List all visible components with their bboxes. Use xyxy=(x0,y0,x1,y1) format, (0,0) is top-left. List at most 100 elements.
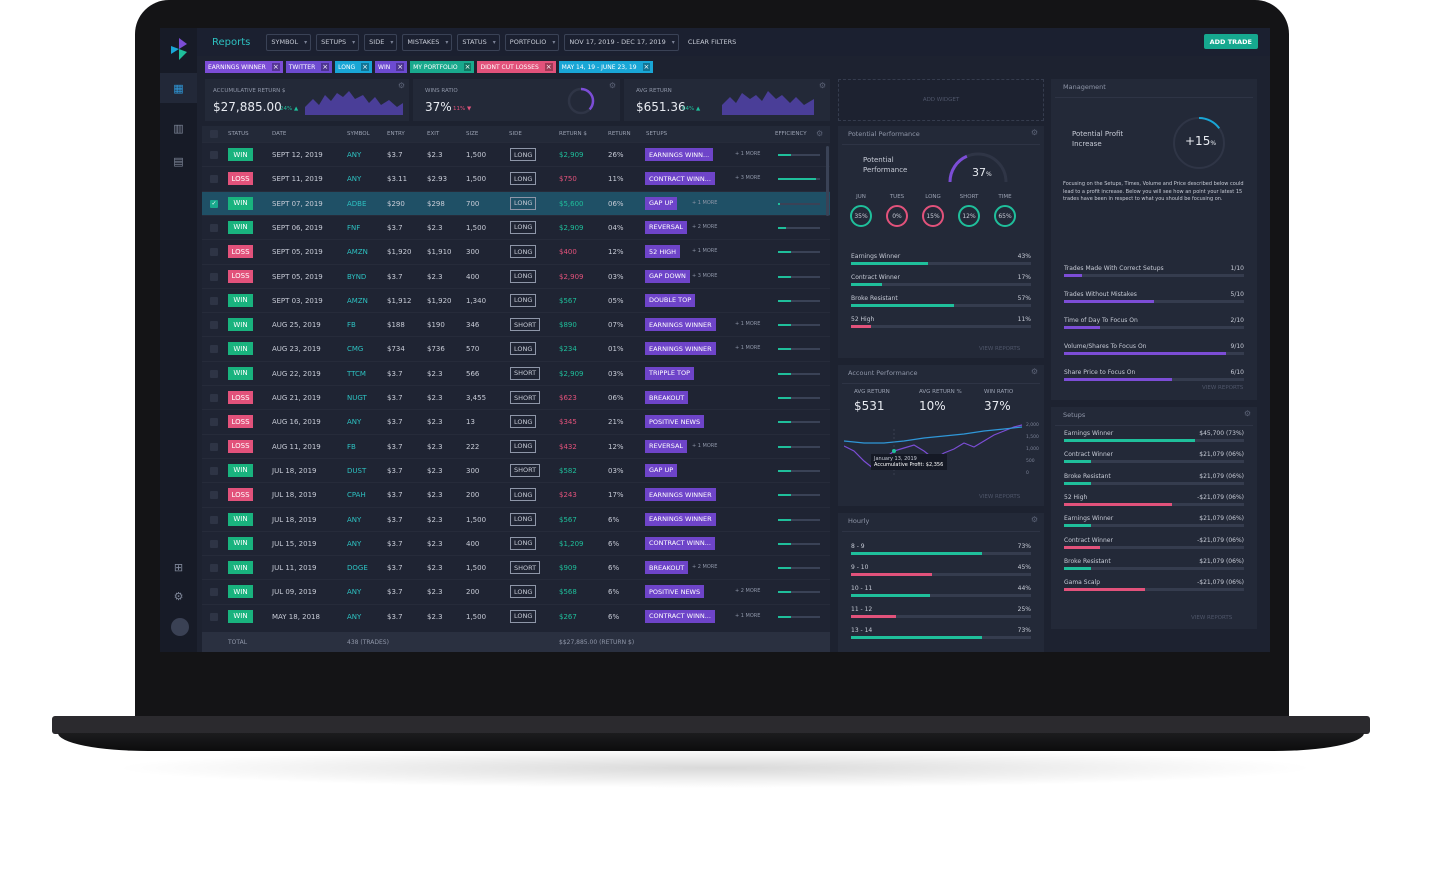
column-header[interactable]: SIZE xyxy=(466,131,479,137)
filter-dropdown[interactable]: SETUPS xyxy=(316,33,360,51)
more-setups-link[interactable]: + 2 MORE xyxy=(735,588,761,595)
row-checkbox[interactable] xyxy=(210,321,218,330)
table-row[interactable]: WIN AUG 22, 2019 TTCM $3.7 $2.3 566 $2,909 03% S… xyxy=(202,360,830,385)
table-scrollbar[interactable] xyxy=(826,146,829,216)
view-reports-link[interactable]: VIEW REPORTS xyxy=(1202,385,1244,391)
row-checkbox[interactable] xyxy=(210,248,218,257)
row-checkbox[interactable] xyxy=(210,588,218,597)
row-checkbox[interactable] xyxy=(210,466,218,475)
filter-dropdown[interactable]: SYMBOL xyxy=(266,33,312,51)
column-header[interactable]: EXIT xyxy=(427,131,440,137)
close-icon[interactable]: × xyxy=(544,63,553,71)
close-icon[interactable]: × xyxy=(396,63,405,71)
setup-tag[interactable]: DOUBLE TOP xyxy=(645,293,696,307)
gear-icon[interactable]: ⚙ xyxy=(816,129,824,138)
row-checkbox[interactable] xyxy=(210,564,218,573)
table-row[interactable]: WIN MAY 18, 2018 ANY $3.7 $2.3 1,500 $267 6% LON… xyxy=(202,603,830,628)
more-setups-link[interactable]: + 1 MORE xyxy=(692,248,718,255)
table-row[interactable]: WIN AUG 25, 2019 FB $188 $190 346 $890 07% SHORT… xyxy=(202,312,830,336)
more-setups-link[interactable]: + 1 MORE xyxy=(735,151,761,157)
setup-tag[interactable]: POSITIVE NEWS xyxy=(645,585,705,599)
table-row[interactable]: WIN JUL 18, 2019 DUST $3.7 $2.3 300 $582 03% SHO… xyxy=(202,457,830,482)
gear-icon[interactable]: ⚙ xyxy=(397,81,405,90)
setup-tag[interactable]: EARNINGS WINNER xyxy=(645,342,716,356)
column-header[interactable]: SETUPS xyxy=(646,131,668,137)
row-checkbox[interactable] xyxy=(210,345,218,354)
table-row[interactable]: LOSS SEPT 05, 2019 BYND $3.7 $2.3 400 $2,909 03… xyxy=(202,263,830,288)
row-checkbox[interactable] xyxy=(210,223,218,232)
setup-tag[interactable]: CONTRACT WINN... xyxy=(645,609,715,623)
close-icon[interactable]: × xyxy=(321,63,330,71)
setup-tag[interactable]: EARNINGS WINNER xyxy=(645,318,716,332)
table-row[interactable]: WIN AUG 23, 2019 CMG $734 $736 570 $234 01% LONG… xyxy=(202,336,830,360)
table-row[interactable]: LOSS SEPT 05, 2019 AMZN $1,920 $1,910 300 $400… xyxy=(202,239,830,263)
add-widget-icon[interactable]: ⊞ xyxy=(173,560,184,574)
row-checkbox[interactable] xyxy=(210,175,218,184)
chat-icon[interactable]: ▤ xyxy=(173,154,184,168)
column-header[interactable]: ENTRY xyxy=(387,131,405,137)
column-header[interactable]: RETURN xyxy=(608,131,631,137)
row-checkbox[interactable] xyxy=(210,515,218,524)
column-header[interactable]: STATUS xyxy=(228,131,249,137)
dashboard-icon[interactable]: ▦ xyxy=(160,73,197,103)
row-checkbox[interactable]: ✓ xyxy=(210,199,218,208)
table-row[interactable]: LOSS JUL 18, 2019 CPAH $3.7 $2.3 200 $243 17% LO… xyxy=(202,482,830,506)
gear-icon[interactable]: ⚙ xyxy=(1030,515,1038,524)
view-reports-link[interactable]: VIEW REPORTS xyxy=(979,346,1021,352)
table-row[interactable]: LOSS AUG 11, 2019 FB $3.7 $2.3 222 $432 12% LONG… xyxy=(202,433,830,458)
setup-tag[interactable]: CONTRACT WINN... xyxy=(645,536,715,550)
more-setups-link[interactable]: + 1 MORE xyxy=(735,612,761,619)
reports-icon[interactable]: ▥ xyxy=(173,121,184,135)
table-row[interactable]: WIN JUL 18, 2019 ANY $3.7 $2.3 1,500 $567 6% LON… xyxy=(202,506,830,531)
table-row[interactable]: WIN JUL 11, 2019 DOGE $3.7 $2.3 1,500 $909 6% SH… xyxy=(202,555,830,579)
filter-dropdown[interactable]: NOV 17, 2019 - DEC 17, 2019 xyxy=(564,33,679,51)
column-header[interactable]: DATE xyxy=(272,131,287,137)
setup-tag[interactable]: EARNINGS WINN... xyxy=(645,148,714,161)
filter-dropdown[interactable]: STATUS xyxy=(457,33,500,51)
setup-tag[interactable]: REVERSAL xyxy=(645,220,688,234)
row-checkbox[interactable] xyxy=(210,418,218,427)
more-setups-link[interactable]: + 1 MORE xyxy=(735,345,761,352)
table-row[interactable]: WIN SEPT 03, 2019 AMZN $1,912 $1,920 1,340 $56… xyxy=(202,287,830,312)
gear-icon[interactable]: ⚙ xyxy=(608,81,616,90)
filter-dropdown[interactable]: PORTFOLIO xyxy=(504,33,560,51)
table-row[interactable]: ✓ WIN SEPT 07, 2019 ADBE $290 $298 700 $5,600 06… xyxy=(202,190,830,215)
gear-icon[interactable]: ⚙ xyxy=(173,589,184,603)
more-setups-link[interactable]: + 1 MORE xyxy=(692,199,718,206)
close-icon[interactable]: × xyxy=(271,63,280,71)
clear-filters-button[interactable]: CLEAR FILTERS xyxy=(687,38,737,46)
more-setups-link[interactable]: + 1 MORE xyxy=(692,442,718,449)
row-checkbox[interactable] xyxy=(210,394,218,402)
setup-tag[interactable]: EARNINGS WINNER xyxy=(645,512,716,526)
gear-icon[interactable]: ⚙ xyxy=(1030,128,1038,137)
row-checkbox[interactable] xyxy=(210,442,218,451)
add-widget-button[interactable]: ADD WIDGET xyxy=(838,79,1044,121)
avatar[interactable] xyxy=(171,618,189,636)
setup-tag[interactable]: GAP DOWN xyxy=(645,269,690,283)
view-reports-link[interactable]: VIEW REPORTS xyxy=(979,494,1021,500)
table-row[interactable]: WIN JUL 15, 2019 ANY $3.7 $2.3 400 $1,209 6% LON… xyxy=(202,530,830,555)
setup-tag[interactable]: BREAKOUT xyxy=(645,391,689,404)
setup-tag[interactable]: POSITIVE NEWS xyxy=(645,415,705,429)
row-checkbox[interactable] xyxy=(210,539,218,548)
filter-dropdown[interactable]: MISTAKES xyxy=(402,33,453,51)
more-setups-link[interactable]: + 3 MORE xyxy=(735,175,761,182)
close-icon[interactable]: × xyxy=(463,63,472,71)
row-checkbox[interactable] xyxy=(210,272,218,281)
column-header[interactable]: RETURN $ xyxy=(559,131,587,137)
close-icon[interactable]: × xyxy=(642,63,651,71)
row-checkbox[interactable] xyxy=(210,151,218,159)
column-header[interactable]: SIDE xyxy=(509,131,522,137)
more-setups-link[interactable]: + 1 MORE xyxy=(735,321,761,328)
select-all-checkbox[interactable] xyxy=(210,130,218,138)
setup-tag[interactable]: EARNINGS WINNER xyxy=(645,488,716,502)
setup-tag[interactable]: BREAKOUT xyxy=(645,561,689,575)
view-reports-link[interactable]: VIEW REPORTS xyxy=(1191,615,1233,621)
filter-dropdown[interactable]: SIDE xyxy=(364,33,398,51)
more-setups-link[interactable]: + 3 MORE xyxy=(692,272,718,279)
table-row[interactable]: LOSS AUG 21, 2019 NUGT $3.7 $2.3 3,455 $623 06%… xyxy=(202,385,830,409)
row-checkbox[interactable] xyxy=(210,369,218,378)
gear-icon[interactable]: ⚙ xyxy=(1030,367,1038,376)
column-header[interactable]: EFFICIENCY xyxy=(775,131,807,137)
gear-icon[interactable]: ⚙ xyxy=(1243,409,1251,418)
